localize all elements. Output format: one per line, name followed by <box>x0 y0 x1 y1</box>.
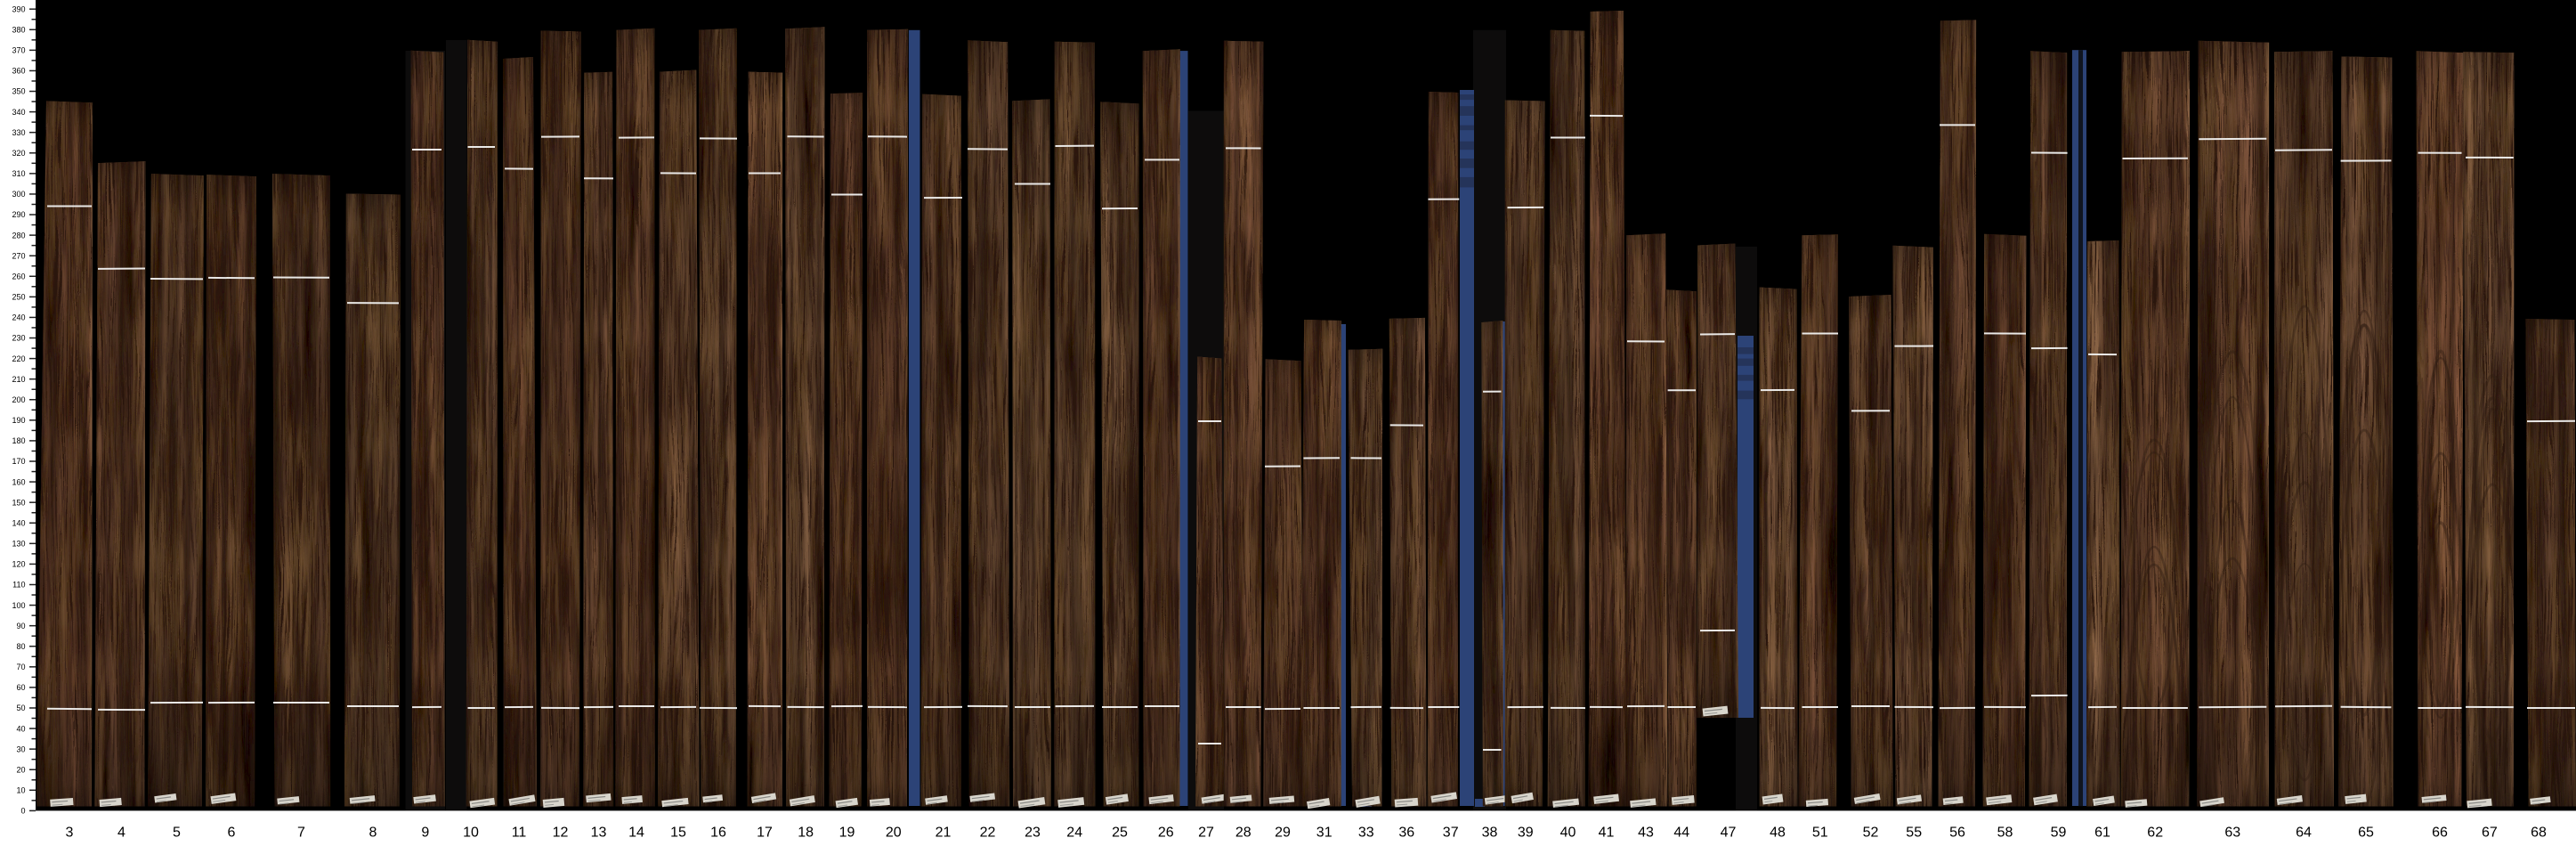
svg-text:10: 10 <box>463 826 479 841</box>
svg-text:5: 5 <box>173 826 181 841</box>
svg-text:47: 47 <box>1721 826 1737 841</box>
svg-text:250: 250 <box>12 293 25 302</box>
svg-text:43: 43 <box>1638 826 1654 841</box>
svg-text:62: 62 <box>2147 826 2163 841</box>
svg-text:230: 230 <box>12 334 25 343</box>
svg-text:190: 190 <box>12 416 25 425</box>
svg-text:52: 52 <box>1863 826 1879 841</box>
svg-text:21: 21 <box>936 826 952 841</box>
svg-text:110: 110 <box>12 581 25 590</box>
svg-text:31: 31 <box>1316 826 1333 841</box>
svg-text:80: 80 <box>16 642 25 651</box>
svg-text:120: 120 <box>12 560 25 569</box>
svg-text:14: 14 <box>628 826 644 841</box>
svg-text:61: 61 <box>2094 826 2110 841</box>
svg-text:29: 29 <box>1275 826 1291 841</box>
svg-text:270: 270 <box>12 251 25 260</box>
svg-text:25: 25 <box>1112 826 1128 841</box>
svg-text:66: 66 <box>2432 826 2448 841</box>
svg-text:90: 90 <box>16 622 25 630</box>
svg-text:50: 50 <box>16 704 25 712</box>
svg-text:0: 0 <box>20 807 25 816</box>
svg-text:33: 33 <box>1358 826 1374 841</box>
svg-text:27: 27 <box>1198 826 1214 841</box>
svg-text:38: 38 <box>1482 826 1498 841</box>
svg-text:340: 340 <box>12 108 25 117</box>
svg-text:28: 28 <box>1235 826 1252 841</box>
svg-text:44: 44 <box>1673 826 1689 841</box>
svg-text:11: 11 <box>512 826 527 841</box>
svg-text:58: 58 <box>1997 826 2013 841</box>
svg-text:64: 64 <box>2296 826 2312 841</box>
svg-text:370: 370 <box>12 46 25 55</box>
svg-text:16: 16 <box>710 826 726 841</box>
svg-text:18: 18 <box>798 826 814 841</box>
svg-text:330: 330 <box>12 128 25 137</box>
svg-text:20: 20 <box>886 826 902 841</box>
svg-text:130: 130 <box>12 540 25 549</box>
svg-text:67: 67 <box>2482 826 2498 841</box>
svg-text:15: 15 <box>670 826 686 841</box>
svg-text:22: 22 <box>980 826 996 841</box>
svg-text:13: 13 <box>591 826 607 841</box>
svg-text:100: 100 <box>12 601 25 610</box>
svg-text:310: 310 <box>12 169 25 178</box>
svg-text:380: 380 <box>12 25 25 34</box>
svg-text:39: 39 <box>1518 826 1534 841</box>
svg-text:8: 8 <box>369 826 377 841</box>
svg-text:180: 180 <box>12 436 25 445</box>
svg-text:55: 55 <box>1906 826 1922 841</box>
svg-text:300: 300 <box>12 190 25 199</box>
svg-text:63: 63 <box>2224 826 2240 841</box>
svg-text:350: 350 <box>12 87 25 96</box>
svg-text:26: 26 <box>1158 826 1174 841</box>
svg-text:24: 24 <box>1066 826 1082 841</box>
svg-text:160: 160 <box>12 477 25 486</box>
svg-text:10: 10 <box>16 786 25 795</box>
svg-text:41: 41 <box>1599 826 1615 841</box>
svg-text:37: 37 <box>1443 826 1459 841</box>
svg-text:220: 220 <box>12 354 25 363</box>
svg-text:70: 70 <box>16 663 25 671</box>
svg-text:260: 260 <box>12 272 25 281</box>
svg-text:20: 20 <box>16 765 25 774</box>
svg-text:280: 280 <box>12 231 25 240</box>
svg-text:19: 19 <box>839 826 855 841</box>
svg-text:4: 4 <box>117 826 126 841</box>
svg-text:59: 59 <box>2051 826 2067 841</box>
svg-text:390: 390 <box>12 4 25 13</box>
svg-text:60: 60 <box>16 683 25 692</box>
svg-text:56: 56 <box>1949 826 1965 841</box>
svg-text:9: 9 <box>421 826 429 841</box>
svg-text:290: 290 <box>12 210 25 219</box>
svg-text:48: 48 <box>1770 826 1786 841</box>
svg-text:210: 210 <box>12 375 25 384</box>
svg-text:23: 23 <box>1025 826 1041 841</box>
svg-text:68: 68 <box>2531 826 2547 841</box>
svg-text:17: 17 <box>757 826 773 841</box>
svg-text:40: 40 <box>16 724 25 733</box>
svg-text:6: 6 <box>228 826 236 841</box>
svg-text:360: 360 <box>12 67 25 76</box>
svg-text:40: 40 <box>1560 826 1576 841</box>
svg-text:200: 200 <box>12 395 25 404</box>
svg-text:51: 51 <box>1812 826 1828 841</box>
svg-text:65: 65 <box>2358 826 2374 841</box>
svg-text:170: 170 <box>12 457 25 466</box>
svg-text:140: 140 <box>12 518 25 527</box>
svg-text:240: 240 <box>12 313 25 322</box>
svg-text:150: 150 <box>12 498 25 507</box>
svg-text:12: 12 <box>553 826 569 841</box>
svg-text:36: 36 <box>1398 826 1414 841</box>
svg-text:3: 3 <box>66 826 74 841</box>
svg-text:320: 320 <box>12 149 25 158</box>
svg-text:7: 7 <box>297 826 305 841</box>
svg-text:30: 30 <box>16 744 25 753</box>
